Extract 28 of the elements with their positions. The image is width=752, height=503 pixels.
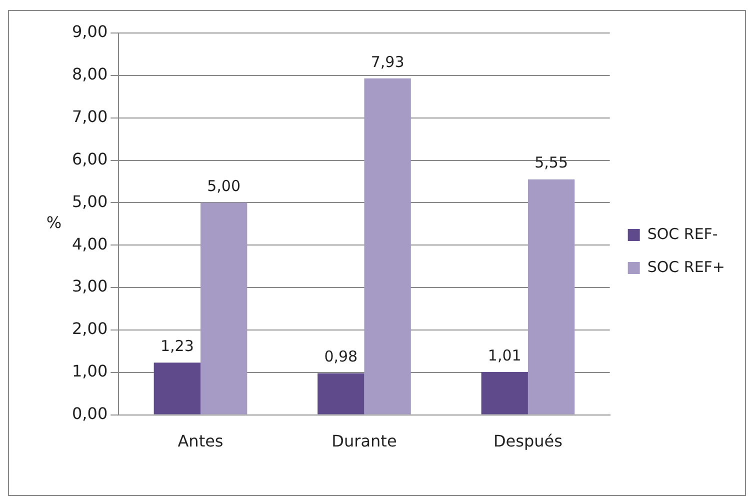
y-tick-label: 9,00 (72, 22, 108, 42)
y-tick-label: 7,00 (72, 107, 108, 126)
y-tick-label: 6,00 (72, 149, 108, 168)
x-tick-label: Antes (178, 432, 224, 451)
legend-label: SOC REF+ (647, 258, 726, 276)
bar (481, 372, 528, 414)
y-tick-label: 2,00 (72, 319, 108, 338)
legend-label: SOC REF- (647, 224, 718, 243)
x-tick-label: Después (493, 432, 562, 451)
y-tick-label: 3,00 (72, 276, 108, 296)
data-label: 5,00 (207, 177, 241, 196)
bar (364, 78, 411, 414)
y-tick-label: 4,00 (72, 234, 108, 254)
data-label: 1,01 (488, 346, 522, 364)
y-tick-label: 0,00 (72, 404, 108, 423)
data-label: 1,23 (160, 337, 194, 356)
data-label: 7,93 (370, 52, 404, 71)
bar (200, 202, 248, 414)
data-label: 5,55 (534, 154, 568, 172)
y-tick-label: 8,00 (72, 64, 108, 84)
y-axis-title: % (46, 213, 62, 232)
data-label: 0,98 (324, 348, 358, 366)
bar (528, 179, 575, 414)
y-tick-label: 1,00 (72, 362, 108, 381)
bar (318, 373, 364, 414)
bar (154, 362, 200, 414)
x-tick-label: Durante (332, 432, 397, 451)
y-tick-label: 5,00 (72, 192, 108, 211)
